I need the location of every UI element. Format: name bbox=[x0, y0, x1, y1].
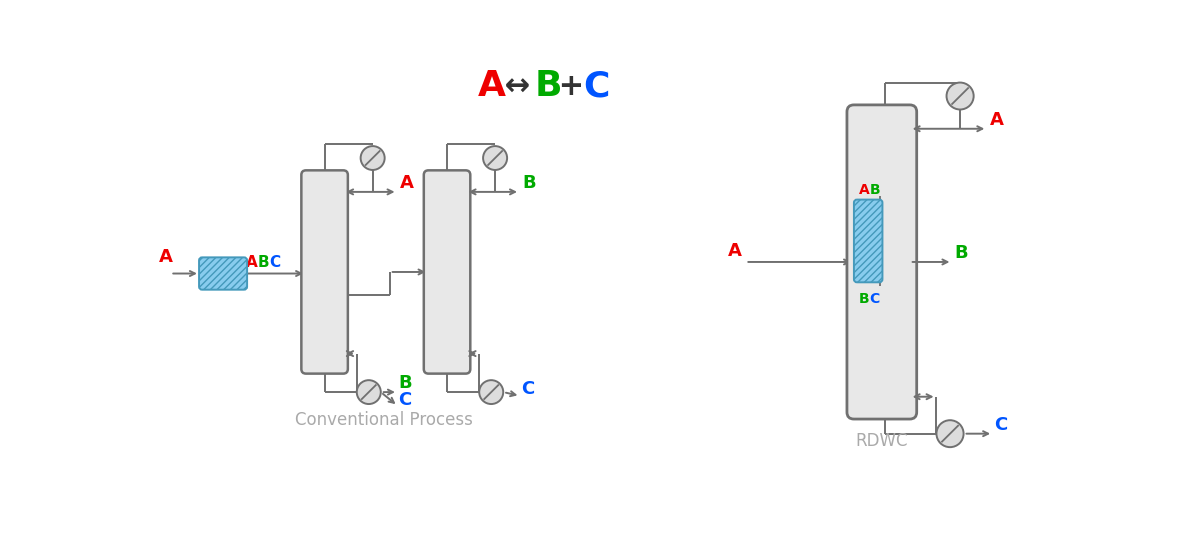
Text: B: B bbox=[398, 374, 412, 392]
FancyBboxPatch shape bbox=[847, 105, 917, 419]
Circle shape bbox=[360, 146, 385, 170]
Text: C: C bbox=[584, 69, 610, 104]
FancyBboxPatch shape bbox=[855, 200, 883, 282]
FancyBboxPatch shape bbox=[301, 170, 348, 374]
Circle shape bbox=[357, 380, 381, 404]
Text: A: A bbox=[990, 111, 1004, 129]
Text: B: B bbox=[955, 244, 969, 262]
Text: A: A bbox=[478, 69, 506, 104]
Text: ↔: ↔ bbox=[494, 72, 541, 101]
Text: A: A bbox=[729, 242, 743, 260]
Circle shape bbox=[483, 146, 507, 170]
Text: C: C bbox=[870, 292, 879, 306]
Text: A: A bbox=[858, 183, 870, 197]
FancyBboxPatch shape bbox=[199, 257, 247, 289]
Text: A: A bbox=[400, 174, 413, 192]
Text: B: B bbox=[258, 255, 270, 270]
Text: C: C bbox=[270, 255, 280, 270]
FancyBboxPatch shape bbox=[424, 170, 471, 374]
Text: B: B bbox=[858, 292, 869, 306]
Text: A: A bbox=[159, 248, 173, 266]
Text: B: B bbox=[870, 183, 880, 197]
Circle shape bbox=[479, 380, 504, 404]
Text: +: + bbox=[548, 72, 596, 101]
Text: Conventional Process: Conventional Process bbox=[294, 411, 472, 429]
Text: B: B bbox=[534, 69, 563, 104]
Text: C: C bbox=[520, 380, 534, 398]
Circle shape bbox=[946, 83, 973, 109]
Text: C: C bbox=[995, 416, 1008, 434]
Text: B: B bbox=[523, 174, 536, 192]
Text: RDWC: RDWC bbox=[856, 431, 909, 450]
Circle shape bbox=[937, 420, 964, 447]
Text: C: C bbox=[398, 391, 412, 409]
Text: A: A bbox=[246, 255, 258, 270]
